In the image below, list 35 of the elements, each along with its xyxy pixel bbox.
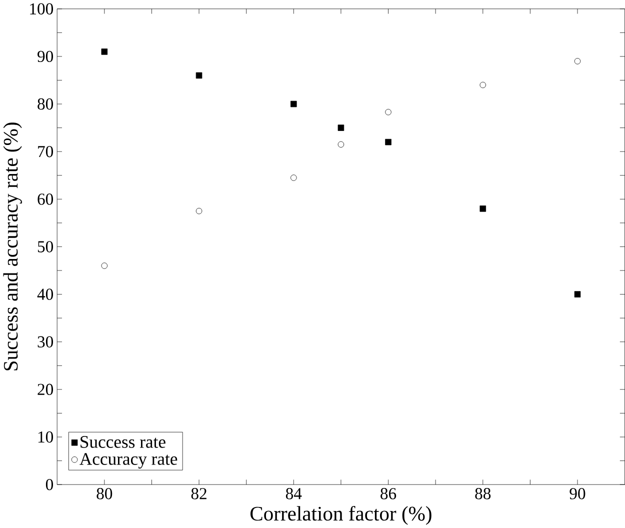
point (574, 58, 581, 64)
point (101, 48, 108, 55)
y-tick-label: 20 (38, 384, 54, 396)
point (338, 124, 344, 131)
y-tick-label: 30 (38, 336, 54, 348)
point (480, 82, 486, 88)
point (290, 174, 297, 181)
legend-label: Accuracy rate (80, 453, 178, 468)
x-tick-label: 88 (475, 488, 491, 500)
y-axis-title: Success and accuracy rate (%) (3, 122, 22, 370)
point (196, 72, 202, 79)
x-tick-label: 82 (191, 488, 206, 500)
x-tick-label: 90 (570, 488, 586, 500)
y-tick-label: 100 (30, 3, 54, 14)
point (338, 141, 344, 148)
y-tick-label: 0 (46, 478, 54, 490)
point (574, 291, 581, 298)
y-tick-label: 40 (37, 288, 54, 300)
y-tick-label: 10 (38, 431, 54, 443)
y-tick-label: 50 (38, 241, 54, 252)
x-tick-label: 80 (96, 488, 112, 500)
point (196, 208, 202, 214)
point (385, 138, 392, 146)
x-axis-title: Correlation factor (%) (250, 506, 432, 525)
y-tick-label: 70 (38, 146, 54, 158)
y-tick-label: 90 (38, 50, 54, 62)
y-tick-label: 60 (38, 194, 54, 205)
point (101, 262, 108, 269)
legend-label: Success rate (80, 436, 166, 448)
x-tick-label: 86 (380, 488, 396, 500)
point (385, 108, 392, 116)
x-tick-label: 84 (286, 488, 302, 500)
y-tick-label: 80 (38, 98, 54, 110)
point (480, 206, 486, 212)
point (290, 100, 297, 108)
